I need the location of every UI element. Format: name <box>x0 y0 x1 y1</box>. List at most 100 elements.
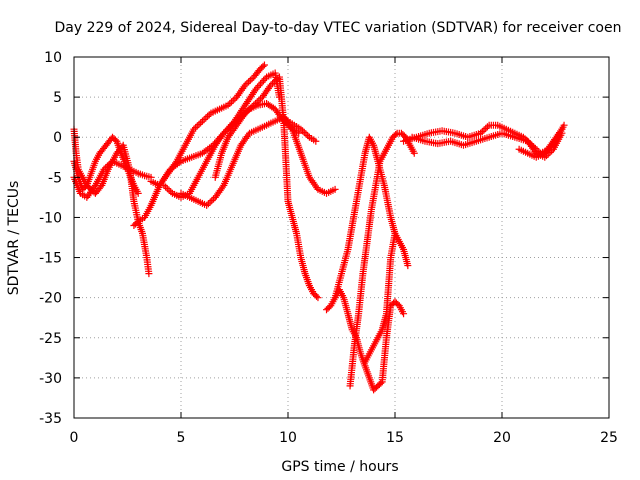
data-series <box>70 61 568 394</box>
data-point <box>203 201 211 209</box>
data-point <box>252 85 260 93</box>
chart-title: Day 229 of 2024, Sidereal Day-to-day VTE… <box>55 20 622 36</box>
data-point <box>257 95 265 103</box>
data-point <box>219 131 227 139</box>
data-point <box>477 129 485 137</box>
data-point <box>253 98 261 106</box>
data-point <box>102 164 110 172</box>
data-point <box>283 116 291 124</box>
data-point <box>100 165 108 173</box>
series-s11 <box>331 133 412 302</box>
data-point <box>165 186 173 194</box>
data-point <box>261 75 269 83</box>
data-point <box>210 195 218 203</box>
series-s16 <box>515 125 566 161</box>
data-point <box>200 116 208 124</box>
x-tick-label: 5 <box>177 430 186 446</box>
data-point <box>243 108 251 116</box>
data-point <box>206 198 214 206</box>
data-point <box>205 111 213 119</box>
data-point <box>255 96 263 104</box>
data-point <box>228 98 236 106</box>
y-tick-label: -15 <box>39 251 62 267</box>
data-point <box>377 379 385 387</box>
data-point <box>248 75 256 83</box>
data-point <box>240 111 248 119</box>
data-point <box>266 83 274 91</box>
x-tick-label: 25 <box>600 430 618 446</box>
data-point <box>313 292 321 300</box>
data-point <box>255 82 263 90</box>
data-point <box>204 200 212 208</box>
data-point <box>145 270 153 278</box>
data-point <box>245 78 253 86</box>
series-s15 <box>408 129 566 161</box>
y-tick-label: 0 <box>53 130 62 146</box>
data-point <box>410 149 418 157</box>
data-point <box>202 114 210 122</box>
data-point <box>483 123 491 131</box>
data-point <box>478 128 486 136</box>
y-tick-label: -10 <box>39 210 62 226</box>
data-point <box>105 160 113 168</box>
data-point <box>241 109 249 117</box>
data-point <box>314 294 322 302</box>
series-s13 <box>361 229 399 366</box>
data-point <box>392 131 400 139</box>
data-point <box>560 121 568 129</box>
data-point <box>103 162 111 170</box>
data-point <box>193 122 201 130</box>
x-tick-label: 0 <box>70 430 79 446</box>
data-point <box>241 81 249 89</box>
data-point <box>400 310 408 318</box>
data-point <box>190 125 198 133</box>
series-s7 <box>177 113 339 209</box>
data-point <box>331 185 339 193</box>
data-point <box>204 112 212 120</box>
data-point <box>246 76 254 84</box>
data-point <box>163 185 171 193</box>
data-point <box>299 127 307 135</box>
data-point <box>192 124 200 132</box>
data-point <box>482 124 490 132</box>
y-axis-label: SDTVAR / TECUs <box>6 181 22 296</box>
data-point <box>245 106 253 114</box>
data-point <box>220 129 228 137</box>
data-point <box>302 130 310 138</box>
data-point <box>243 79 251 87</box>
x-tick-label: 10 <box>279 430 297 446</box>
data-point <box>133 219 141 227</box>
data-point <box>219 183 227 191</box>
data-point <box>256 80 264 88</box>
series-s1 <box>70 125 153 278</box>
data-point <box>222 128 230 136</box>
data-point <box>246 104 254 112</box>
data-point <box>226 100 234 108</box>
data-point <box>557 127 565 135</box>
plot-frame <box>73 56 610 419</box>
data-point <box>162 183 170 191</box>
x-tick-label: 15 <box>386 430 404 446</box>
data-point <box>107 159 115 167</box>
y-tick-label: 5 <box>53 90 62 106</box>
data-point <box>160 181 168 189</box>
y-tick-label: 10 <box>44 50 62 66</box>
data-point <box>304 132 312 140</box>
data-point <box>134 189 142 197</box>
data-point <box>198 117 206 125</box>
data-point <box>197 119 205 127</box>
data-point <box>312 137 320 145</box>
data-point <box>558 125 566 133</box>
series-s8 <box>211 73 322 302</box>
data-point <box>269 79 277 87</box>
x-axis-label: GPS time / hours <box>281 459 398 475</box>
data-point <box>251 100 259 108</box>
series-s12 <box>346 129 418 390</box>
series-s2 <box>70 133 142 197</box>
data-point <box>253 83 261 91</box>
data-point <box>272 76 280 84</box>
data-point <box>391 229 399 237</box>
data-point <box>224 101 232 109</box>
data-point <box>260 76 268 84</box>
